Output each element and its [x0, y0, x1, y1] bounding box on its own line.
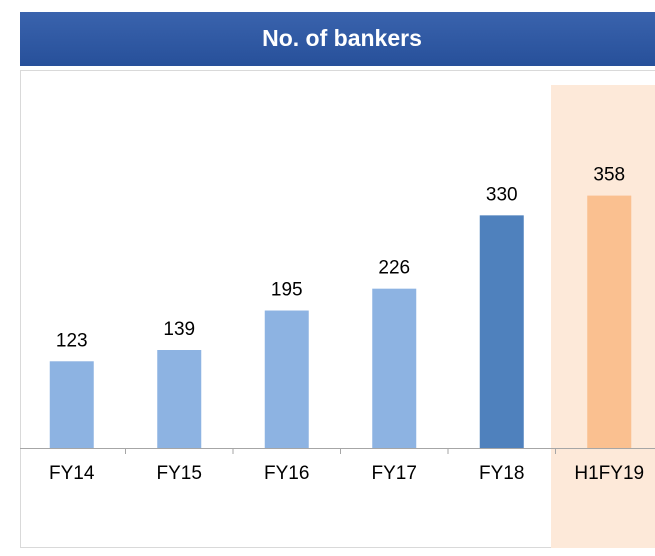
value-label: 195: [271, 280, 303, 301]
plot-frame: [20, 70, 655, 548]
bar: [157, 350, 202, 448]
x-tick-label: FY17: [372, 463, 417, 484]
bar: [587, 195, 632, 448]
value-label: 139: [163, 319, 195, 340]
bar: [49, 361, 94, 448]
x-tick-label: H1FY19: [574, 463, 644, 484]
x-tick-label: FY15: [157, 463, 202, 484]
x-tick-label: FY16: [264, 463, 309, 484]
value-label: 123: [56, 330, 88, 351]
x-tick-label: FY18: [479, 463, 524, 484]
value-label: 358: [593, 165, 625, 186]
title-banner: [20, 12, 655, 66]
x-tick-label: FY14: [49, 463, 95, 484]
chart-title: No. of bankers: [262, 25, 422, 51]
bar: [372, 288, 417, 448]
value-label: 226: [378, 258, 410, 279]
bar: [264, 310, 309, 448]
bar: [479, 215, 524, 448]
value-label: 330: [486, 184, 518, 205]
